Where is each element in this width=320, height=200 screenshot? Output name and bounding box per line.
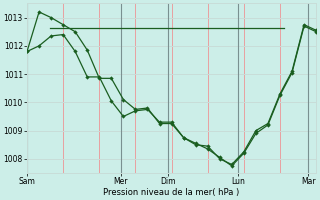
X-axis label: Pression niveau de la mer( hPa ): Pression niveau de la mer( hPa ) xyxy=(103,188,240,197)
